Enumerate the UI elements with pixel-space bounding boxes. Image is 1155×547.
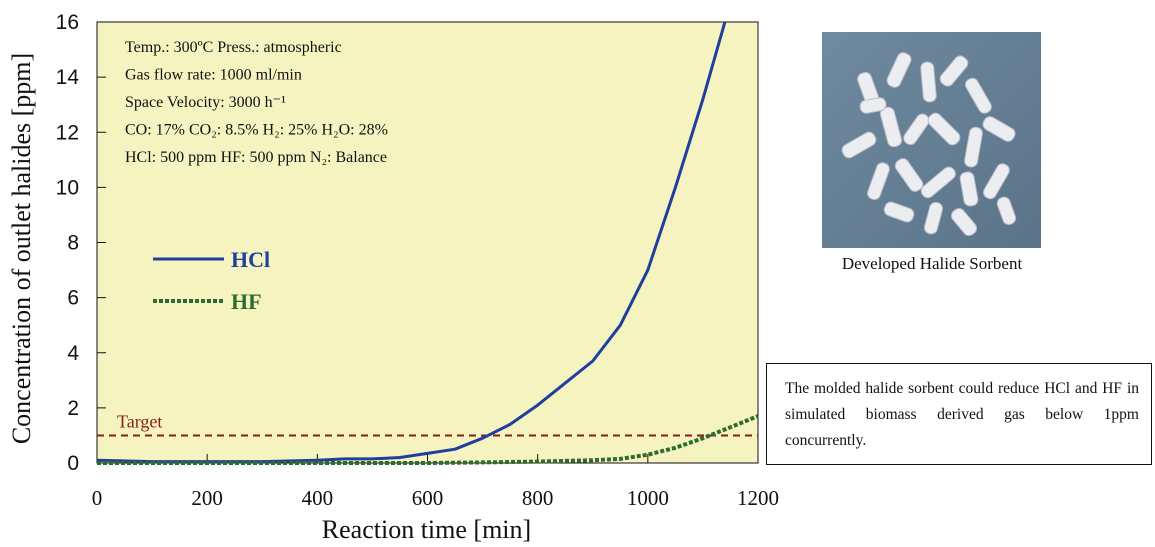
sorbent-photo	[822, 32, 1041, 248]
target-label: Target	[117, 411, 162, 431]
x-tick-label: 400	[302, 486, 334, 510]
condition-line: Gas flow rate: 1000 ml/min	[125, 67, 302, 84]
condition-line: CO: 17% CO₂: 8.5% H₂: 25% H₂O: 28%	[125, 122, 388, 139]
condition-line: HCl: 500 ppm HF: 500 ppm N₂: Balance	[125, 149, 387, 166]
condition-line: Space Velocity: 3000 h⁻¹	[125, 94, 286, 111]
x-tick-label: 0	[92, 486, 103, 510]
series-line-hf	[97, 414, 759, 465]
y-tick-label: 2	[67, 397, 79, 420]
x-tick-label: 800	[522, 486, 554, 510]
x-axis-title: Reaction time [min]	[322, 515, 531, 544]
condition-line: Temp.: 300ºC Press.: atmospheric	[125, 39, 342, 56]
conditions-box: Temp.: 300ºC Press.: atmospheric Gas flow…	[125, 39, 388, 166]
y-tick-label: 12	[56, 121, 79, 144]
photo-caption: Developed Halide Sorbent	[841, 254, 1023, 273]
y-tick-label: 0	[67, 452, 79, 475]
plot-area	[96, 21, 759, 464]
x-tick-label: 200	[191, 486, 223, 510]
y-tick-label: 8	[67, 232, 79, 255]
y-tick-label: 14	[56, 66, 80, 89]
y-axis-title: Concentration of outlet halides [ppm]	[7, 53, 36, 444]
sorbent-pellets-image	[822, 32, 1041, 248]
y-tick-label: 6	[67, 287, 79, 310]
y-tick-label: 4	[67, 342, 79, 365]
note-box: The molded halide sorbent could reduce H…	[766, 363, 1152, 465]
y-tick-label: 16	[56, 11, 79, 34]
x-tick-label: 1200	[737, 486, 779, 510]
x-axis-ticks: 0 200 400 600 800 1000 1200	[92, 454, 779, 510]
x-tick-label: 1000	[627, 486, 669, 510]
y-tick-label: 10	[56, 176, 79, 199]
legend-label-hf: HF	[231, 289, 262, 314]
x-tick-label: 600	[412, 486, 444, 510]
legend-label-hcl: HCl	[231, 247, 270, 272]
y-axis-ticks: 0 2 4 6 8 10 12 14 16	[56, 11, 106, 475]
series-layer	[96, 21, 759, 465]
legend: HCl HF	[153, 247, 270, 314]
